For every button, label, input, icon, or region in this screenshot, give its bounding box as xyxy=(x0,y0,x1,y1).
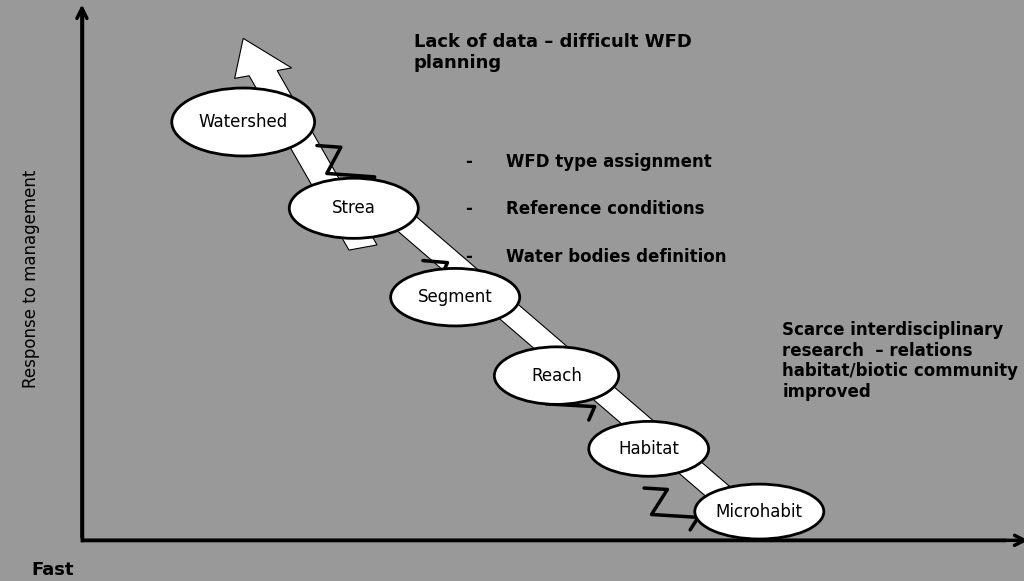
Text: -: - xyxy=(466,248,472,266)
Text: Fast: Fast xyxy=(31,561,74,579)
Ellipse shape xyxy=(172,88,314,156)
Ellipse shape xyxy=(694,484,823,539)
Text: Water bodies definition: Water bodies definition xyxy=(506,248,726,266)
Text: Watershed: Watershed xyxy=(199,113,288,131)
Ellipse shape xyxy=(495,347,618,404)
Text: -: - xyxy=(466,200,472,218)
Text: Reference conditions: Reference conditions xyxy=(506,200,705,218)
Text: Lack of data – difficult WFD
planning: Lack of data – difficult WFD planning xyxy=(414,33,691,72)
Text: Microhabit: Microhabit xyxy=(716,503,803,521)
Text: Response to management: Response to management xyxy=(23,170,40,388)
FancyArrow shape xyxy=(234,38,377,250)
FancyArrow shape xyxy=(355,185,768,535)
Text: WFD type assignment: WFD type assignment xyxy=(506,153,712,171)
Text: Segment: Segment xyxy=(418,288,493,306)
Text: Reach: Reach xyxy=(531,367,582,385)
Ellipse shape xyxy=(391,268,520,326)
Text: Scarce interdisciplinary
research  – relations
habitat/biotic community to be
im: Scarce interdisciplinary research – rela… xyxy=(782,321,1024,401)
Ellipse shape xyxy=(289,178,419,238)
Ellipse shape xyxy=(589,421,709,476)
Text: Habitat: Habitat xyxy=(618,440,679,458)
Text: Strea: Strea xyxy=(332,199,376,217)
Text: -: - xyxy=(466,153,472,171)
